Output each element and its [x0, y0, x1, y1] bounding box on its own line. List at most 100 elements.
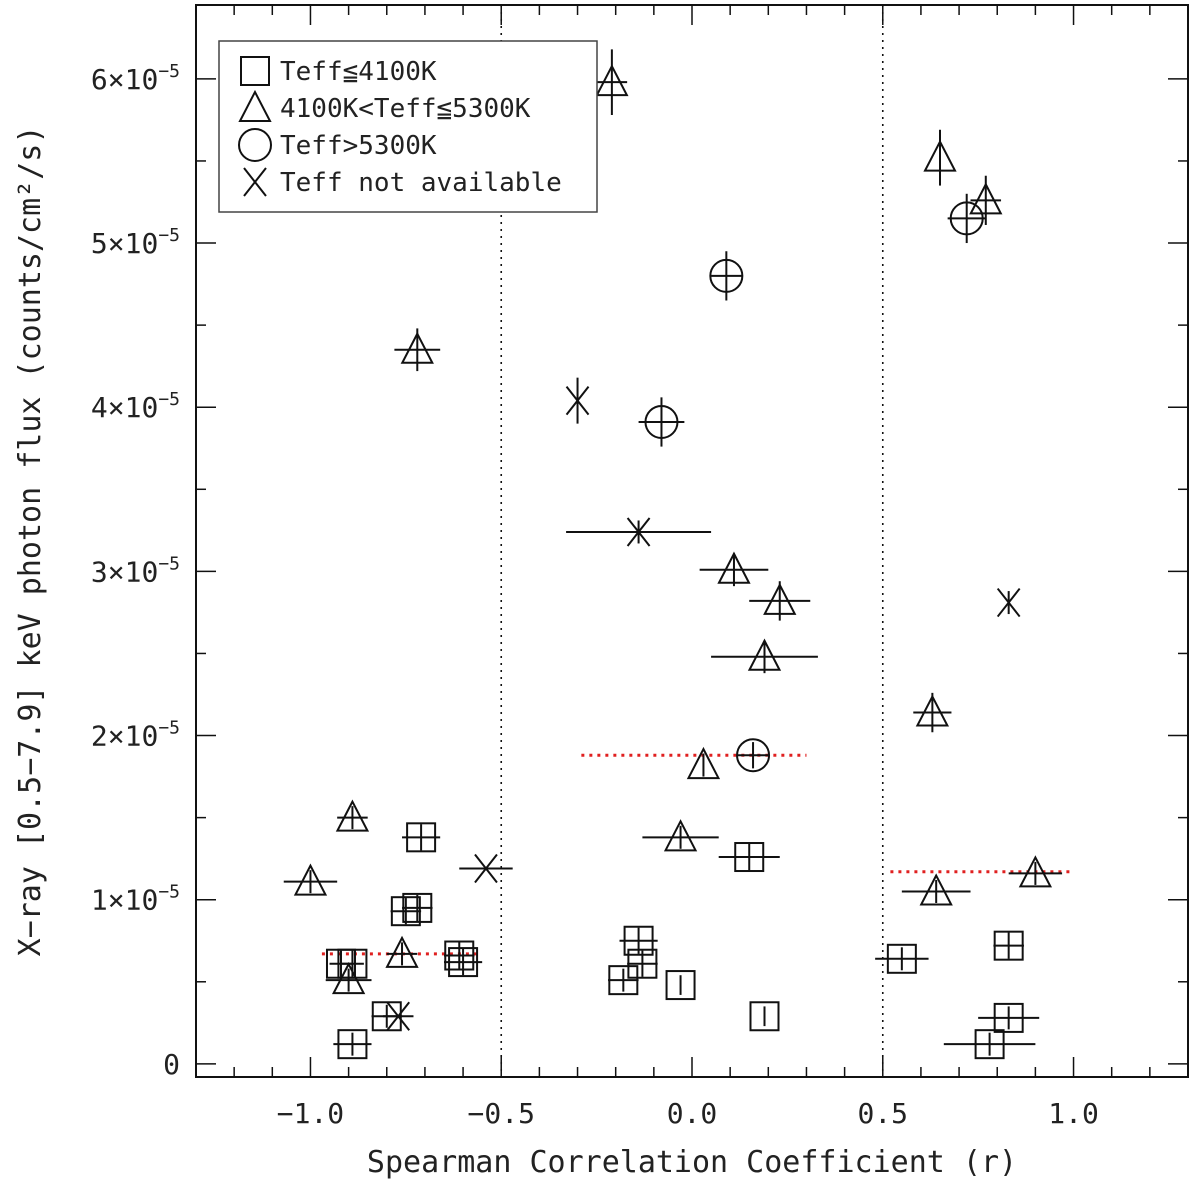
circle-marker: [709, 258, 744, 293]
triangle-point: [283, 863, 338, 896]
tick-labels: −1.0 −0.5 0.0 0.5 1.0 0 1×10−5 2×10−5 3×10−5 4×10…: [91, 61, 1099, 1130]
square-marker: [993, 1002, 1024, 1033]
axis-ticks: [195, 5, 1189, 1077]
cross-point: [459, 853, 513, 884]
triangle-marker: [595, 63, 629, 97]
triangle-marker: [915, 694, 950, 727]
triangle-point: [923, 129, 957, 186]
circle-marker: [949, 201, 984, 236]
square-marker: [337, 948, 368, 979]
square-marker: [623, 925, 654, 956]
triangle-marker: [969, 182, 1003, 215]
cross-marker: [565, 386, 590, 416]
square-marker: [444, 940, 475, 971]
cross-stroke: [626, 517, 651, 547]
triangle-point: [325, 961, 372, 995]
x-tick-label: −0.5: [468, 1097, 535, 1130]
triangle-point: [749, 581, 811, 621]
triangle-point: [335, 799, 370, 832]
cross-point: [382, 1001, 414, 1031]
triangle-point: [686, 746, 721, 780]
y-tick-label: 5×10−5: [91, 225, 180, 260]
triangle-marker: [717, 551, 751, 584]
triangle-marker: [763, 582, 797, 615]
triangle-point: [1008, 855, 1063, 888]
cross-point: [566, 517, 712, 547]
triangle-point: [913, 692, 952, 733]
circle-point: [709, 251, 744, 301]
square-marker: [608, 965, 639, 996]
square-point: [749, 1001, 780, 1032]
triangle-point: [711, 638, 818, 674]
legend-label: Teff not available: [280, 168, 562, 198]
cross-stroke: [565, 386, 590, 416]
square-point: [402, 892, 433, 923]
legend-box: [218, 40, 598, 213]
cross-stroke: [243, 167, 267, 197]
cross-stroke: [474, 853, 498, 884]
square-marker: [627, 948, 658, 979]
x-axis-title: Spearman Correlation Coefficient (r): [367, 1145, 1017, 1180]
square-marker: [993, 930, 1024, 961]
y-axis-title: X−ray [0.5−7.9] keV photon flux (counts/…: [13, 126, 48, 957]
cross-marker: [996, 587, 1021, 618]
square-point: [943, 1029, 1036, 1060]
y-tick-label: 2×10−5: [91, 718, 180, 753]
triangle-marker: [923, 139, 957, 172]
circle-marker: [644, 404, 679, 439]
square-marker: [974, 1029, 1005, 1060]
square-point: [402, 822, 441, 853]
y-tick-label: 4×10−5: [91, 389, 180, 424]
square-marker: [749, 1001, 780, 1032]
x-tick-label: −1.0: [277, 1097, 344, 1130]
triangle-marker: [686, 746, 721, 780]
x-tick-label: 0.0: [667, 1097, 718, 1130]
triangle-marker: [385, 935, 419, 968]
triangle-marker: [331, 961, 366, 995]
x-tick-label: 1.0: [1048, 1097, 1099, 1130]
square-marker: [390, 896, 421, 927]
legend-triangle-marker: [238, 89, 272, 122]
square-marker: [665, 970, 696, 1001]
legend-circle-marker: [238, 128, 272, 162]
cross-marker: [386, 1001, 411, 1031]
cross-marker: [626, 517, 651, 547]
square-marker: [337, 1029, 368, 1060]
triangle-point: [699, 551, 769, 587]
triangle-point: [969, 175, 1003, 225]
triangle-marker: [335, 799, 370, 832]
legend-cross-marker: [243, 167, 267, 197]
circle-marker: [736, 738, 771, 773]
square-point: [444, 947, 483, 978]
legend-label: Teff≦4100K: [280, 57, 437, 87]
circle-point: [736, 738, 771, 773]
cross-stroke: [386, 1001, 411, 1031]
legend-square-marker: [240, 56, 270, 86]
triangle-point: [642, 819, 719, 852]
square-marker: [402, 892, 433, 923]
plot-area: [283, 5, 1074, 1077]
cross-stroke: [996, 587, 1021, 618]
square-point: [390, 896, 422, 927]
triangle-marker: [400, 331, 434, 364]
square-marker: [886, 943, 917, 974]
square-point: [978, 1002, 1040, 1033]
legend: Teff≦4100K 4100K<Teff≦5300K Teff>5300K Teff…: [218, 40, 598, 213]
square-point: [608, 965, 639, 996]
triangle-point: [385, 935, 419, 968]
triangle-point: [901, 873, 971, 906]
square-point: [333, 1029, 372, 1060]
square-point: [627, 948, 658, 979]
x-tick-label: 0.5: [857, 1097, 908, 1130]
triangle-marker: [1018, 855, 1053, 888]
triangle-point: [394, 328, 441, 372]
square-marker: [406, 822, 437, 853]
circle-point: [947, 193, 986, 244]
y-tick-label: 6×10−5: [91, 61, 180, 96]
triangle-point: [595, 49, 629, 115]
square-marker: [734, 842, 765, 873]
cross-point: [565, 377, 590, 424]
cross-marker: [474, 853, 498, 884]
square-point: [993, 930, 1024, 961]
